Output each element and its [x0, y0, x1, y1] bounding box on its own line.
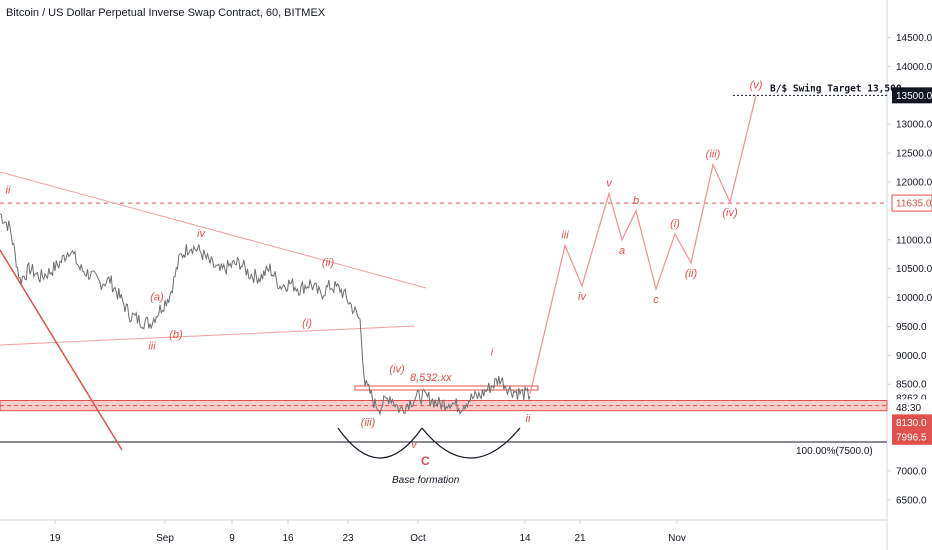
x-tick-label: 14	[519, 533, 531, 544]
y-tick-label: 8500.0	[896, 380, 927, 391]
y-tick-label: 11000.0	[896, 235, 932, 246]
wave-label: (b)	[169, 329, 183, 341]
price-badge-label: 11635.0	[896, 199, 932, 210]
price-badge-label: 13500.0	[896, 91, 932, 102]
y-tick-label: 14000.0	[896, 62, 932, 73]
wave-label: ii	[526, 413, 531, 425]
price-badge	[891, 194, 932, 212]
projected-wave-label: (iv)	[722, 207, 738, 219]
level-8532-box	[354, 385, 539, 391]
trendline-lower	[0, 325, 416, 346]
projected-wave-label: b	[633, 195, 639, 207]
x-tick-label: 21	[574, 533, 586, 544]
base-formation-arc-left	[337, 427, 423, 459]
wave-label: (iv)	[389, 364, 405, 376]
price-badge-label: 7996.5	[896, 432, 927, 443]
wave-label: iii	[148, 341, 156, 353]
chart-title: Bitcoin / US Dollar Perpetual Inverse Sw…	[6, 7, 326, 19]
fib-level-label: 100.00%(7500.0)	[796, 446, 873, 457]
x-tick-label: Sep	[156, 533, 174, 544]
projected-wave-labels: iii iv v a b c (i) (ii) (iii) (iv) (v)	[561, 79, 762, 306]
price-badge-label: 48:30	[896, 403, 921, 414]
y-tick-label: 9500.0	[896, 322, 927, 333]
base-formation-arc-right	[421, 427, 521, 459]
wave-label: v	[411, 439, 418, 451]
y-tick-label: 12000.0	[896, 178, 932, 189]
price-badge	[892, 414, 932, 431]
y-tick-label: 10500.0	[896, 264, 932, 275]
wave-label: (i)	[302, 317, 312, 329]
projected-wave-label: (i)	[670, 218, 680, 230]
projected-wave-label: a	[619, 245, 625, 257]
y-axis[interactable]: 14500.0 14000.0 13000.0 12500.0 12000.0 11000…	[887, 33, 932, 506]
base-formation-label: Base formation	[392, 475, 460, 486]
y-tick-label: 12500.0	[896, 149, 932, 160]
projected-wave-label: v	[606, 178, 613, 190]
x-tick-label: Oct	[410, 533, 426, 544]
price-badge	[892, 399, 932, 416]
x-tick-label: 9	[229, 533, 235, 544]
y-tick-label: 9000.0	[896, 351, 927, 362]
level-8532-label: 8,532.xx	[410, 372, 452, 384]
y-tick-label: 6500.0	[896, 495, 927, 506]
y-tick-label: 13000.0	[896, 120, 932, 131]
price-badge-label: 8262.0	[896, 393, 927, 404]
y-tick-label: 7000.0	[896, 466, 927, 477]
projected-wave-path	[529, 95, 757, 395]
price-badge	[892, 428, 932, 445]
projected-wave-label: (ii)	[685, 268, 698, 280]
projected-wave-label: (iii)	[706, 149, 721, 161]
trendline-down-red	[0, 249, 123, 451]
x-tick-label: 23	[342, 533, 354, 544]
x-tick-label: Nov	[668, 533, 686, 544]
wave-label: ii	[6, 185, 11, 197]
wave-label: (ii)	[322, 257, 335, 269]
projected-wave-label: c	[653, 294, 659, 306]
price-badge	[892, 87, 932, 104]
big-c-label: C	[421, 454, 430, 468]
wave-label: (iii)	[361, 417, 376, 429]
x-tick-label: 19	[49, 533, 61, 544]
x-tick-label: 16	[282, 533, 294, 544]
x-axis[interactable]: 19 Sep 9 16 23 Oct 14 21 Nov	[49, 520, 686, 544]
projected-wave-label: iii	[561, 230, 569, 242]
trendline-upper	[0, 171, 427, 289]
y-tick-label: 14500.0	[896, 33, 932, 44]
projected-wave-label: (v)	[750, 79, 763, 91]
wave-label: i	[491, 346, 494, 358]
projected-wave-label: iv	[578, 291, 587, 303]
swing-target-label: B/$ Swing Target 13,500	[770, 83, 902, 94]
price-badges: 13500.0 11635.0 8262.048:30 8130.0 7996.5	[891, 87, 932, 445]
price-series-line	[0, 213, 531, 416]
wave-label: iv	[197, 228, 206, 240]
price-badge-label: 8130.0	[896, 418, 927, 429]
y-tick-label: 10000.0	[896, 293, 932, 304]
wave-label: (a)	[150, 291, 164, 303]
